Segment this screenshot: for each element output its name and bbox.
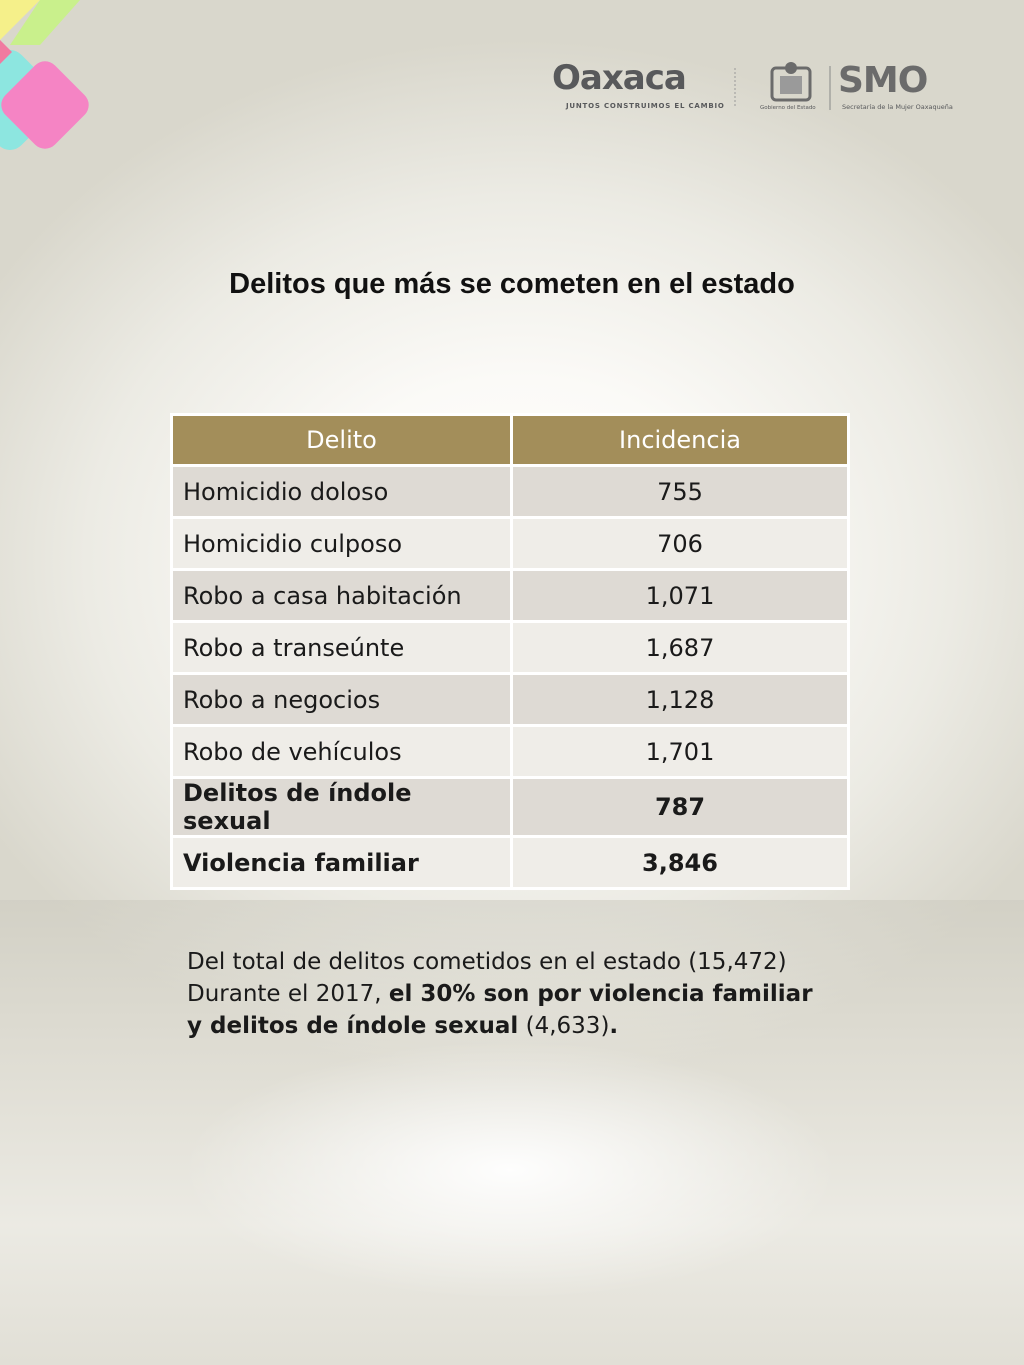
cell-incidencia: 1,687 <box>510 620 850 675</box>
table-row: Robo a casa habitación 1,071 <box>170 568 850 623</box>
summary-total: (4,633) <box>518 1013 610 1039</box>
table-row: Homicidio doloso 755 <box>170 464 850 519</box>
summary-line-2: Durante el 2017, el 30% son por violenci… <box>187 978 827 1010</box>
summary-line-1: Del total de delitos cometidos en el est… <box>187 949 787 975</box>
logo-divider <box>734 68 736 108</box>
smo-logo-tagline: Secretaría de la Mujer Oaxaqueña <box>842 103 953 111</box>
corner-decoration <box>0 0 90 170</box>
table-header-row: Delito Incidencia <box>170 413 850 467</box>
table-row: Delitos de índole sexual 787 <box>170 776 850 838</box>
cell-incidencia: 1,701 <box>510 724 850 779</box>
state-seal-icon <box>770 62 812 102</box>
summary-year: Durante el 2017, <box>187 981 389 1007</box>
cell-delito: Homicidio doloso <box>170 464 513 519</box>
cell-delito: Robo a casa habitación <box>170 568 513 623</box>
table-row: Homicidio culposo 706 <box>170 516 850 571</box>
summary-note: Del total de delitos cometidos en el est… <box>187 946 827 1042</box>
oaxaca-logo-tagline: JUNTOS CONSTRUIMOS EL CAMBIO <box>566 102 725 110</box>
oaxaca-logo: Oaxaca <box>552 58 687 98</box>
cell-incidencia: 787 <box>510 776 850 838</box>
smo-logo: SMO <box>838 60 928 101</box>
column-header-incidencia: Incidencia <box>510 413 850 467</box>
page-title: Delitos que más se cometen en el estado <box>229 268 795 300</box>
table-row: Robo a negocios 1,128 <box>170 672 850 727</box>
table-row: Robo a transeúnte 1,687 <box>170 620 850 675</box>
cell-delito: Violencia familiar <box>170 835 513 890</box>
background-glow <box>180 1040 840 1300</box>
cell-incidencia: 1,071 <box>510 568 850 623</box>
cell-incidencia: 755 <box>510 464 850 519</box>
cell-delito: Robo a transeúnte <box>170 620 513 675</box>
logo-divider-2 <box>829 66 831 110</box>
crime-table: Delito Incidencia Homicidio doloso 755 H… <box>170 413 850 890</box>
cell-delito: Homicidio culposo <box>170 516 513 571</box>
table-row: Violencia familiar 3,846 <box>170 835 850 890</box>
cell-incidencia: 1,128 <box>510 672 850 727</box>
cell-delito: Robo de vehículos <box>170 724 513 779</box>
table-row: Robo de vehículos 1,701 <box>170 724 850 779</box>
summary-highlight-2: y delitos de índole sexual <box>187 1013 519 1039</box>
summary-highlight-1: el 30% son por violencia familiar <box>388 981 813 1007</box>
header-logos: Oaxaca JUNTOS CONSTRUIMOS EL CAMBIO Gobi… <box>552 58 972 118</box>
cell-delito: Robo a negocios <box>170 672 513 727</box>
gobierno-label: Gobierno del Estado <box>760 105 816 111</box>
cell-incidencia: 706 <box>510 516 850 571</box>
summary-period: . <box>609 1013 619 1039</box>
column-header-delito: Delito <box>170 413 513 467</box>
cell-delito: Delitos de índole sexual <box>170 776 513 838</box>
summary-line-3: y delitos de índole sexual (4,633). <box>187 1010 827 1042</box>
cell-incidencia: 3,846 <box>510 835 850 890</box>
